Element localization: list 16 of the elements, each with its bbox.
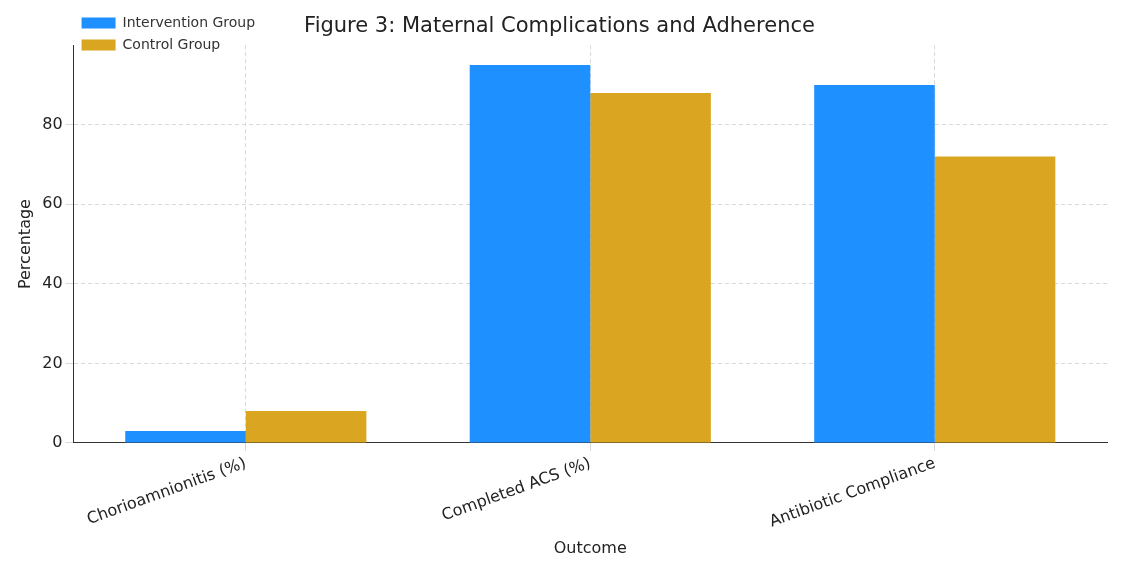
y-axis-title: Percentage [14, 199, 34, 290]
bar [934, 156, 1056, 443]
bar [590, 92, 711, 443]
legend-label: Intervention Group [122, 13, 256, 30]
legend-label: Control Group [122, 35, 221, 52]
x-axis-title: Outcome [553, 537, 627, 557]
y-tick-label: 60 [42, 193, 63, 213]
bar [125, 430, 246, 443]
bar [245, 411, 367, 443]
y-tick-label: 80 [42, 113, 63, 133]
chart-title: Figure 3: Maternal Complications and Adherence [304, 13, 815, 38]
bar [814, 84, 935, 443]
y-tick-label: 40 [42, 272, 63, 292]
y-tick-label: 0 [52, 432, 63, 452]
y-tick-label: 20 [42, 352, 63, 372]
bar [469, 65, 591, 443]
